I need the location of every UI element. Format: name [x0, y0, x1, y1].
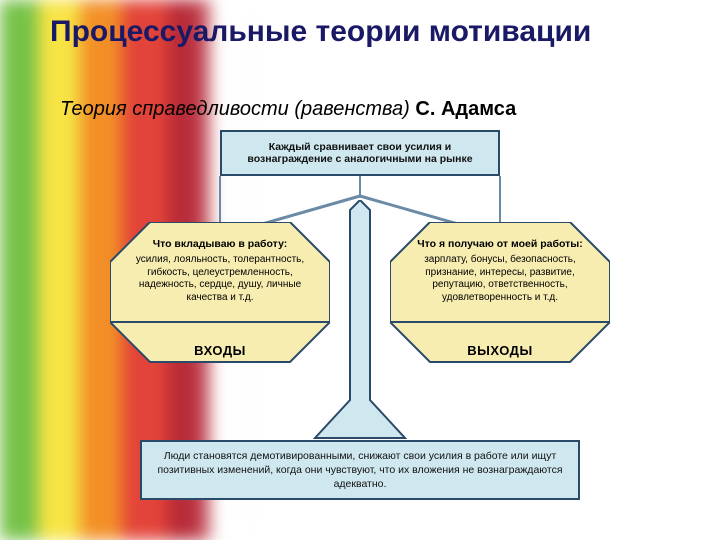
outputs-body: зарплату, бонусы, безопасность, признани… [404, 254, 596, 304]
subtitle-theory: Теория справедливости (равенства) [60, 98, 415, 120]
inputs-label: ВХОДЫ [110, 343, 330, 358]
page-title: Процессуальные теории мотивации [50, 14, 690, 50]
outputs-title: Что я получаю от моей работы: [400, 238, 600, 250]
top-statement-text: Каждый сравнивает свои усилия и вознагра… [232, 141, 488, 165]
equity-diagram: Каждый сравнивает свои усилия и вознагра… [110, 130, 610, 520]
bottom-statement-text: Люди становятся демотивированными, снижа… [156, 449, 564, 492]
outputs-label: ВЫХОДЫ [390, 343, 610, 358]
subtitle: Теория справедливости (равенства) С. Ада… [60, 98, 690, 121]
subtitle-author: С. Адамса [415, 98, 516, 120]
slide: Процессуальные теории мотивации Теория с… [0, 0, 720, 540]
bottom-statement-box: Люди становятся демотивированными, снижа… [140, 440, 580, 500]
inputs-title: Что вкладываю в работу: [120, 238, 320, 250]
inputs-hexagon: Что вкладываю в работу: усилия, лояльнос… [110, 222, 330, 372]
inputs-body: усилия, лояльность, толерантность, гибко… [124, 254, 316, 304]
top-statement-box: Каждый сравнивает свои усилия и вознагра… [220, 130, 500, 176]
outputs-hexagon: Что я получаю от моей работы: зарплату, … [390, 222, 610, 372]
